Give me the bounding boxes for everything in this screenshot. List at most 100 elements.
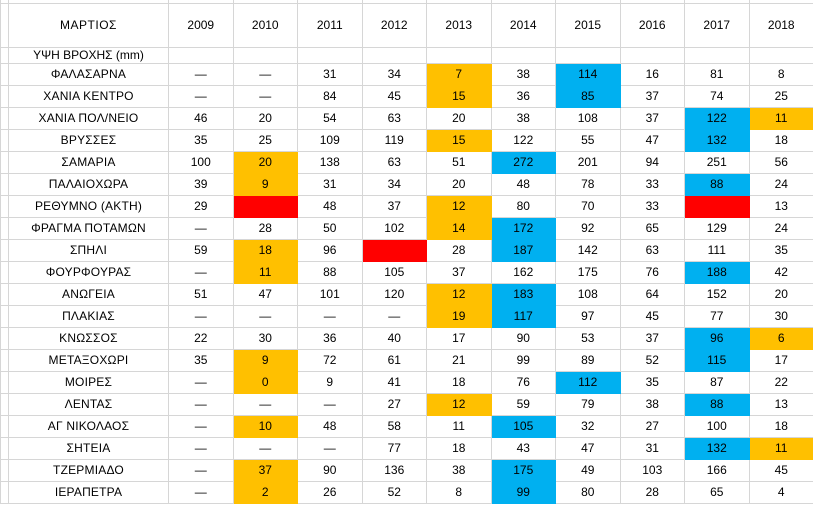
value-cell[interactable]: 35 xyxy=(619,370,685,394)
empty-cell[interactable] xyxy=(684,46,750,64)
station-cell[interactable]: ΠΑΛΑΙΟΧΩΡΑ xyxy=(8,172,169,196)
value-cell[interactable]: 20 xyxy=(232,106,298,130)
value-cell[interactable]: 72 xyxy=(297,348,363,372)
value-cell[interactable]: 99 xyxy=(490,480,556,504)
value-cell[interactable]: 115 xyxy=(684,348,750,372)
value-cell[interactable]: 40 xyxy=(361,326,427,350)
value-cell[interactable]: 87 xyxy=(684,370,750,394)
value-cell[interactable]: 32 xyxy=(555,414,621,438)
value-cell[interactable]: — xyxy=(361,304,427,328)
value-cell[interactable]: 117 xyxy=(490,304,556,328)
value-cell[interactable]: 11 xyxy=(748,436,813,460)
value-cell[interactable]: 105 xyxy=(490,414,556,438)
value-cell[interactable]: 251 xyxy=(684,150,750,174)
value-cell[interactable]: — xyxy=(168,62,234,86)
value-cell[interactable]: 272 xyxy=(490,150,556,174)
year-header[interactable]: 2013 xyxy=(426,2,492,48)
empty-cell[interactable] xyxy=(426,46,492,64)
value-cell[interactable]: 34 xyxy=(361,62,427,86)
empty-cell[interactable] xyxy=(168,46,234,64)
value-cell[interactable]: — xyxy=(168,370,234,394)
year-header[interactable]: 2016 xyxy=(619,2,685,48)
value-cell[interactable]: 45 xyxy=(619,304,685,328)
empty-cell[interactable] xyxy=(490,46,556,64)
value-cell[interactable]: 16 xyxy=(619,62,685,86)
value-cell[interactable]: 31 xyxy=(297,62,363,86)
value-cell[interactable]: 43 xyxy=(490,436,556,460)
value-cell[interactable]: 55 xyxy=(555,128,621,152)
value-cell[interactable]: 13 xyxy=(748,392,813,416)
value-cell[interactable]: — xyxy=(168,84,234,108)
station-cell[interactable]: ΙΕΡΑΠΕΤΡΑ xyxy=(8,480,169,504)
station-cell[interactable]: ΚΝΩΣΣΟΣ xyxy=(8,326,169,350)
value-cell[interactable]: 76 xyxy=(490,370,556,394)
value-cell[interactable]: 10 xyxy=(232,414,298,438)
value-cell[interactable]: 47 xyxy=(232,282,298,306)
value-cell[interactable]: 8 xyxy=(426,480,492,504)
station-cell[interactable]: ΠΛΑΚΙΑΣ xyxy=(8,304,169,328)
value-cell[interactable]: 45 xyxy=(748,458,813,482)
value-cell[interactable]: 20 xyxy=(426,172,492,196)
value-cell[interactable]: — xyxy=(232,436,298,460)
station-cell[interactable]: ΑΓ ΝΙΚΟΛΑΟΣ xyxy=(8,414,169,438)
value-cell[interactable]: 120 xyxy=(361,282,427,306)
empty-cell[interactable] xyxy=(361,46,427,64)
value-cell[interactable]: — xyxy=(168,304,234,328)
value-cell[interactable]: 56 xyxy=(748,150,813,174)
value-cell[interactable]: — xyxy=(168,260,234,284)
value-cell[interactable]: 162 xyxy=(490,260,556,284)
value-cell[interactable]: — xyxy=(168,414,234,438)
value-cell[interactable]: 33 xyxy=(619,172,685,196)
year-header[interactable]: 2012 xyxy=(361,2,427,48)
value-cell[interactable]: 48 xyxy=(297,194,363,218)
value-cell[interactable]: 42 xyxy=(748,260,813,284)
value-cell[interactable]: 31 xyxy=(619,436,685,460)
value-cell[interactable]: 80 xyxy=(555,480,621,504)
value-cell[interactable]: 100 xyxy=(684,414,750,438)
value-cell[interactable]: 76 xyxy=(619,260,685,284)
value-cell[interactable]: 77 xyxy=(684,304,750,328)
value-cell[interactable]: — xyxy=(232,392,298,416)
year-header[interactable]: 2017 xyxy=(684,2,750,48)
value-cell[interactable]: 18 xyxy=(232,238,298,262)
value-cell[interactable]: 101 xyxy=(297,282,363,306)
station-cell[interactable]: ΦΡΑΓΜΑ ΠΟΤΑΜΩΝ xyxy=(8,216,169,240)
value-cell[interactable]: 37 xyxy=(619,84,685,108)
units-label[interactable]: ΥΨΗ ΒΡΟΧΗΣ (mm) xyxy=(8,46,169,64)
value-cell[interactable]: 59 xyxy=(490,392,556,416)
value-cell[interactable]: — xyxy=(168,436,234,460)
year-header[interactable]: 2018 xyxy=(748,2,813,48)
value-cell[interactable]: 38 xyxy=(490,62,556,86)
value-cell[interactable]: 29 xyxy=(168,194,234,218)
value-cell[interactable]: 64 xyxy=(619,282,685,306)
station-cell[interactable]: ΜΟΙΡΕΣ xyxy=(8,370,169,394)
value-cell[interactable]: 28 xyxy=(619,480,685,504)
year-header[interactable]: 2010 xyxy=(232,2,298,48)
value-cell[interactable]: 20 xyxy=(426,106,492,130)
value-cell[interactable]: 12 xyxy=(426,392,492,416)
value-cell[interactable]: 122 xyxy=(490,128,556,152)
value-cell[interactable]: 102 xyxy=(361,216,427,240)
value-cell[interactable]: 108 xyxy=(555,106,621,130)
value-cell[interactable]: 18 xyxy=(748,128,813,152)
value-cell[interactable]: 108 xyxy=(555,282,621,306)
value-cell[interactable]: 77 xyxy=(361,436,427,460)
value-cell[interactable]: 9 xyxy=(232,172,298,196)
station-cell[interactable]: ΣΗΤΕΙΑ xyxy=(8,436,169,460)
value-cell[interactable]: 12 xyxy=(426,282,492,306)
value-cell[interactable]: 122 xyxy=(684,106,750,130)
value-cell[interactable]: 41 xyxy=(361,370,427,394)
value-cell[interactable]: 22 xyxy=(168,326,234,350)
value-cell[interactable]: 90 xyxy=(297,458,363,482)
value-cell[interactable]: 52 xyxy=(619,348,685,372)
station-cell[interactable]: ΧΑΝΙΑ ΠΟΛ/ΝΕΙΟ xyxy=(8,106,169,130)
value-cell[interactable]: 183 xyxy=(490,282,556,306)
value-cell[interactable]: 61 xyxy=(361,348,427,372)
value-cell[interactable]: 6 xyxy=(748,326,813,350)
value-cell[interactable]: 92 xyxy=(555,216,621,240)
value-cell[interactable]: 88 xyxy=(297,260,363,284)
year-header[interactable]: 2015 xyxy=(555,2,621,48)
value-cell[interactable]: 136 xyxy=(361,458,427,482)
value-cell[interactable]: 31 xyxy=(297,172,363,196)
value-cell[interactable]: 94 xyxy=(619,150,685,174)
